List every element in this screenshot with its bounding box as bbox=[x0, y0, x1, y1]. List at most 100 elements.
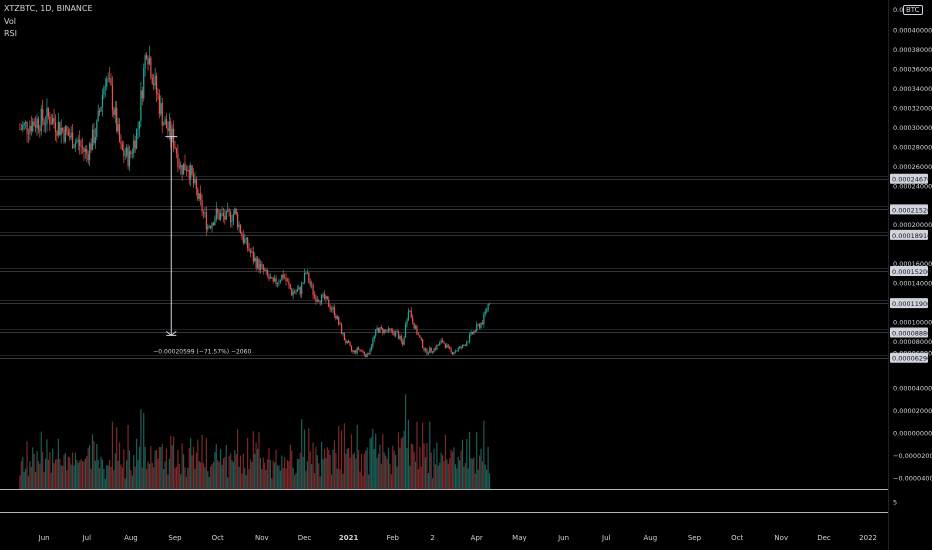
volume-bar bbox=[79, 460, 81, 489]
volume-bar bbox=[133, 455, 135, 489]
volume-bar bbox=[73, 465, 75, 489]
candle-body bbox=[108, 78, 111, 80]
volume-bar bbox=[446, 459, 448, 489]
candle-body bbox=[153, 83, 155, 86]
currency-badge[interactable]: BTC bbox=[903, 5, 923, 15]
volume-bar bbox=[181, 443, 183, 489]
candle-body bbox=[232, 213, 234, 221]
candle-body bbox=[323, 294, 326, 299]
volume-bar bbox=[52, 448, 54, 489]
volume-bar bbox=[63, 454, 65, 489]
volume-bar bbox=[228, 455, 230, 489]
volume-bar bbox=[346, 448, 348, 489]
volume-bar bbox=[64, 453, 67, 489]
candle-body bbox=[397, 331, 400, 339]
volume-bar bbox=[480, 448, 482, 489]
candle-body bbox=[293, 291, 296, 293]
volume-bar bbox=[356, 424, 358, 489]
candle-body bbox=[376, 327, 378, 331]
candle-body bbox=[478, 324, 481, 328]
volume-bar bbox=[56, 459, 58, 489]
time-tick-label: Apr bbox=[471, 534, 483, 542]
time-tick-label: 2 bbox=[430, 534, 434, 542]
volume-bar bbox=[261, 469, 263, 489]
volume-bar bbox=[50, 472, 52, 489]
candle-body bbox=[145, 55, 148, 59]
volume-bar bbox=[47, 459, 49, 489]
candle-body bbox=[477, 324, 479, 326]
volume-bar bbox=[67, 456, 69, 489]
candle-body bbox=[228, 209, 230, 212]
candle-body bbox=[254, 257, 256, 262]
volume-bar bbox=[37, 461, 40, 489]
volume-bar bbox=[469, 431, 471, 489]
time-tick-label: Jul bbox=[82, 534, 92, 542]
volume-bar bbox=[249, 459, 252, 489]
candle-body bbox=[29, 125, 31, 134]
volume-bar bbox=[285, 468, 287, 489]
candle-body bbox=[215, 208, 217, 220]
candle-body bbox=[133, 140, 135, 154]
candle-body bbox=[312, 284, 314, 296]
candle-body bbox=[42, 108, 44, 121]
candle-body bbox=[37, 118, 40, 130]
candle-body bbox=[308, 272, 310, 283]
candle-body bbox=[256, 259, 259, 268]
volume-bar bbox=[221, 464, 223, 489]
candle-body bbox=[134, 140, 136, 149]
candle-body bbox=[456, 350, 458, 352]
volume-bar bbox=[450, 449, 452, 489]
time-tick-label: Sep bbox=[168, 534, 182, 542]
volume-bar bbox=[392, 445, 394, 489]
volume-bar bbox=[309, 451, 311, 489]
symbol-title: XTZBTC, 1D, BINANCE bbox=[4, 4, 93, 13]
candle-body bbox=[47, 107, 49, 117]
volume-bar bbox=[182, 454, 185, 489]
volume-bar bbox=[328, 449, 330, 489]
candle-body bbox=[44, 123, 47, 125]
volume-bar bbox=[23, 471, 25, 489]
volume-bar bbox=[345, 453, 347, 489]
candle-body bbox=[60, 127, 62, 136]
volume-bar bbox=[424, 457, 427, 489]
candle-body bbox=[99, 110, 101, 112]
candle-body bbox=[197, 189, 199, 199]
candle-body bbox=[73, 146, 75, 149]
candle-body bbox=[298, 287, 300, 290]
lower-tick-label: 0.00002000 bbox=[893, 407, 932, 415]
rsi-legend[interactable]: RSI bbox=[4, 29, 17, 38]
candle-body bbox=[116, 107, 118, 132]
volume-bar bbox=[184, 467, 186, 489]
candle-body bbox=[70, 132, 72, 138]
candle-body bbox=[427, 353, 429, 354]
volume-bar bbox=[395, 455, 397, 489]
price-level-label: 0.00015200 bbox=[892, 268, 931, 276]
candle-body bbox=[451, 351, 454, 355]
volume-bar bbox=[60, 465, 62, 489]
candle-body bbox=[457, 348, 459, 351]
volume-legend[interactable]: Vol bbox=[4, 17, 16, 26]
measure-label: −0.00020599 (−71.57%) −2060 bbox=[153, 348, 251, 355]
volume-bar bbox=[474, 473, 476, 489]
candle-body bbox=[255, 257, 257, 268]
volume-bar bbox=[143, 412, 145, 489]
candle-body bbox=[252, 251, 254, 262]
candle-body bbox=[486, 309, 488, 312]
volume-bar bbox=[100, 456, 102, 489]
volume-bar bbox=[274, 462, 276, 489]
volume-bar bbox=[414, 461, 417, 489]
volume-bar bbox=[222, 458, 225, 489]
candle-body bbox=[268, 275, 270, 279]
candle-body bbox=[86, 149, 88, 155]
candle-body bbox=[392, 330, 394, 333]
volume-bar bbox=[476, 432, 478, 489]
candle-body bbox=[138, 121, 141, 129]
candle-body bbox=[245, 237, 247, 240]
volume-bar bbox=[430, 452, 432, 489]
candle-body bbox=[43, 120, 45, 125]
volume-bar bbox=[332, 449, 334, 489]
candle-body bbox=[131, 153, 133, 154]
volume-bar bbox=[54, 459, 57, 489]
price-tick-label: 0.00040000 bbox=[893, 26, 932, 34]
